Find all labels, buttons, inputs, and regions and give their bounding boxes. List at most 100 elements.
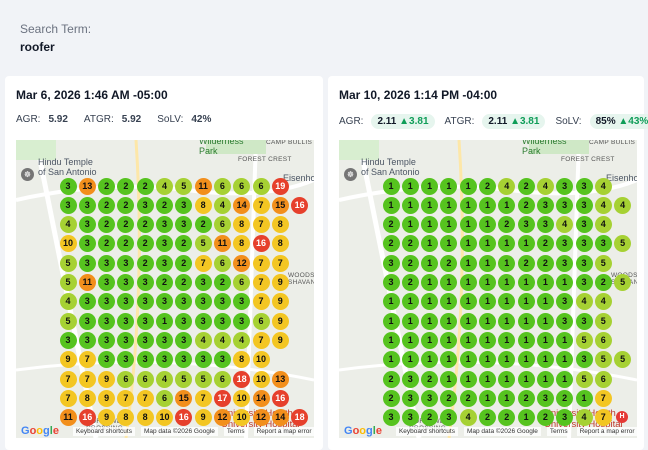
grid-point[interactable]: 1 bbox=[479, 389, 496, 407]
grid-point[interactable]: 12 bbox=[252, 409, 270, 427]
grid-point[interactable]: 2 bbox=[401, 254, 419, 272]
grid-point[interactable]: 1 bbox=[536, 293, 554, 311]
grid-point[interactable]: 1 bbox=[401, 196, 419, 214]
grid-point[interactable]: 1 bbox=[401, 293, 419, 311]
grid-point[interactable]: 1 bbox=[421, 196, 439, 214]
grid-point[interactable]: 14 bbox=[252, 389, 270, 407]
grid-point[interactable]: 3 bbox=[401, 370, 419, 388]
grid-point[interactable]: 16 bbox=[252, 235, 270, 253]
grid-point[interactable]: 1 bbox=[401, 351, 419, 369]
grid-point[interactable]: 1 bbox=[440, 196, 458, 214]
grid-point[interactable]: 1 bbox=[517, 331, 535, 349]
grid-point[interactable]: 1 bbox=[536, 370, 554, 388]
grid-point[interactable]: 3 bbox=[440, 409, 458, 427]
grid-point[interactable]: 3 bbox=[194, 351, 212, 369]
grid-point[interactable]: 1 bbox=[556, 370, 574, 388]
grid-point[interactable]: 3 bbox=[117, 331, 135, 349]
grid-point[interactable]: 1 bbox=[536, 331, 554, 349]
grid-point[interactable]: 3 bbox=[136, 196, 154, 214]
grid-point[interactable]: 1 bbox=[498, 331, 516, 349]
grid-point[interactable]: 4 bbox=[213, 196, 231, 214]
grid-point[interactable]: 4 bbox=[59, 216, 77, 234]
grid-point[interactable]: 1 bbox=[440, 351, 458, 369]
grid-point[interactable]: 3 bbox=[401, 409, 419, 427]
grid-point[interactable]: 4 bbox=[594, 177, 612, 195]
grid-point[interactable]: 9 bbox=[98, 389, 116, 407]
grid-point[interactable]: 8 bbox=[233, 235, 251, 253]
grid-point[interactable]: 3 bbox=[594, 235, 612, 253]
grid-point[interactable]: 1 bbox=[517, 274, 535, 291]
grid-point[interactable]: 5 bbox=[594, 254, 612, 272]
grid-point[interactable]: 5 bbox=[194, 370, 212, 388]
grid-point[interactable]: 4 bbox=[575, 409, 593, 427]
grid-point[interactable]: 16 bbox=[78, 409, 96, 427]
grid-point[interactable]: 7 bbox=[252, 293, 270, 311]
grid-point[interactable]: 3 bbox=[98, 351, 116, 369]
grid-point[interactable]: 1 bbox=[421, 216, 439, 234]
grid-point[interactable]: 1 bbox=[517, 409, 535, 427]
grid-point[interactable]: 2 bbox=[382, 389, 400, 407]
grid-point[interactable]: 6 bbox=[594, 370, 612, 388]
grid-point[interactable]: 4 bbox=[59, 293, 77, 311]
grid-point[interactable]: 1 bbox=[440, 312, 458, 330]
grid-point[interactable]: 1 bbox=[382, 196, 400, 214]
grid-point[interactable]: 1 bbox=[459, 312, 477, 330]
grid-point[interactable]: 1 bbox=[479, 196, 496, 214]
grid-point[interactable]: 6 bbox=[233, 177, 251, 195]
grid-point[interactable]: 1 bbox=[479, 370, 496, 388]
grid-point[interactable]: 3 bbox=[117, 274, 135, 291]
grid-point[interactable]: 6 bbox=[213, 370, 231, 388]
grid-point[interactable]: 2 bbox=[136, 254, 154, 272]
grid-point[interactable]: 1 bbox=[440, 274, 458, 291]
grid-point[interactable]: 3 bbox=[156, 351, 173, 369]
grid-point[interactable]: 1 bbox=[421, 274, 439, 291]
grid-point[interactable]: 3 bbox=[156, 216, 173, 234]
grid-point[interactable]: 3 bbox=[156, 331, 173, 349]
grid-point[interactable]: 1 bbox=[156, 312, 173, 330]
grid-point[interactable]: 3 bbox=[233, 293, 251, 311]
grid-point[interactable]: 6 bbox=[252, 177, 270, 195]
grid-point[interactable]: 8 bbox=[271, 216, 289, 234]
rank-grid-map[interactable]: Hindu Temple of San Antonio ☸ Wilderness Par… bbox=[339, 140, 637, 438]
grid-point[interactable]: 3 bbox=[78, 196, 96, 214]
grid-point[interactable]: 1 bbox=[479, 351, 496, 369]
grid-point[interactable]: 2 bbox=[98, 196, 116, 214]
grid-point[interactable]: 8 bbox=[78, 389, 96, 407]
grid-point[interactable]: 3 bbox=[78, 216, 96, 234]
grid-point[interactable]: 1 bbox=[479, 293, 496, 311]
grid-point[interactable]: 6 bbox=[213, 216, 231, 234]
grid-point[interactable]: 12 bbox=[233, 254, 251, 272]
grid-point[interactable]: 3 bbox=[382, 409, 400, 427]
grid-point[interactable]: 2 bbox=[98, 177, 116, 195]
grid-point[interactable]: 14 bbox=[233, 196, 251, 214]
grid-point[interactable]: 5 bbox=[614, 351, 632, 369]
grid-point[interactable]: 3 bbox=[156, 254, 173, 272]
grid-point[interactable]: 1 bbox=[459, 351, 477, 369]
grid-point[interactable]: 1 bbox=[382, 351, 400, 369]
grid-point[interactable]: 3 bbox=[78, 293, 96, 311]
grid-point[interactable]: 1 bbox=[479, 216, 496, 234]
grid-point[interactable]: 1 bbox=[382, 177, 400, 195]
grid-point[interactable]: 1 bbox=[517, 351, 535, 369]
grid-point[interactable]: 4 bbox=[498, 177, 516, 195]
grid-point[interactable]: 3 bbox=[117, 293, 135, 311]
grid-point[interactable]: 2 bbox=[194, 216, 212, 234]
grid-point[interactable]: 6 bbox=[136, 370, 154, 388]
grid-point[interactable]: 5 bbox=[594, 351, 612, 369]
grid-point[interactable]: 16 bbox=[271, 389, 289, 407]
grid-point[interactable]: 3 bbox=[78, 235, 96, 253]
grid-point[interactable]: 1 bbox=[382, 331, 400, 349]
grid-point[interactable]: 2 bbox=[479, 409, 496, 427]
grid-point[interactable]: 18 bbox=[291, 409, 309, 427]
grid-point[interactable]: 1 bbox=[459, 196, 477, 214]
grid-point[interactable]: 6 bbox=[156, 389, 173, 407]
grid-point[interactable]: 12 bbox=[213, 409, 231, 427]
grid-point[interactable]: 3 bbox=[175, 293, 193, 311]
grid-point[interactable]: 1 bbox=[575, 389, 593, 407]
grid-point[interactable]: 2 bbox=[175, 274, 193, 291]
grid-point[interactable]: 3 bbox=[136, 331, 154, 349]
grid-point[interactable]: 15 bbox=[271, 196, 289, 214]
grid-point[interactable]: 7 bbox=[194, 389, 212, 407]
grid-point[interactable]: 8 bbox=[271, 235, 289, 253]
grid-point[interactable]: 3 bbox=[175, 331, 193, 349]
